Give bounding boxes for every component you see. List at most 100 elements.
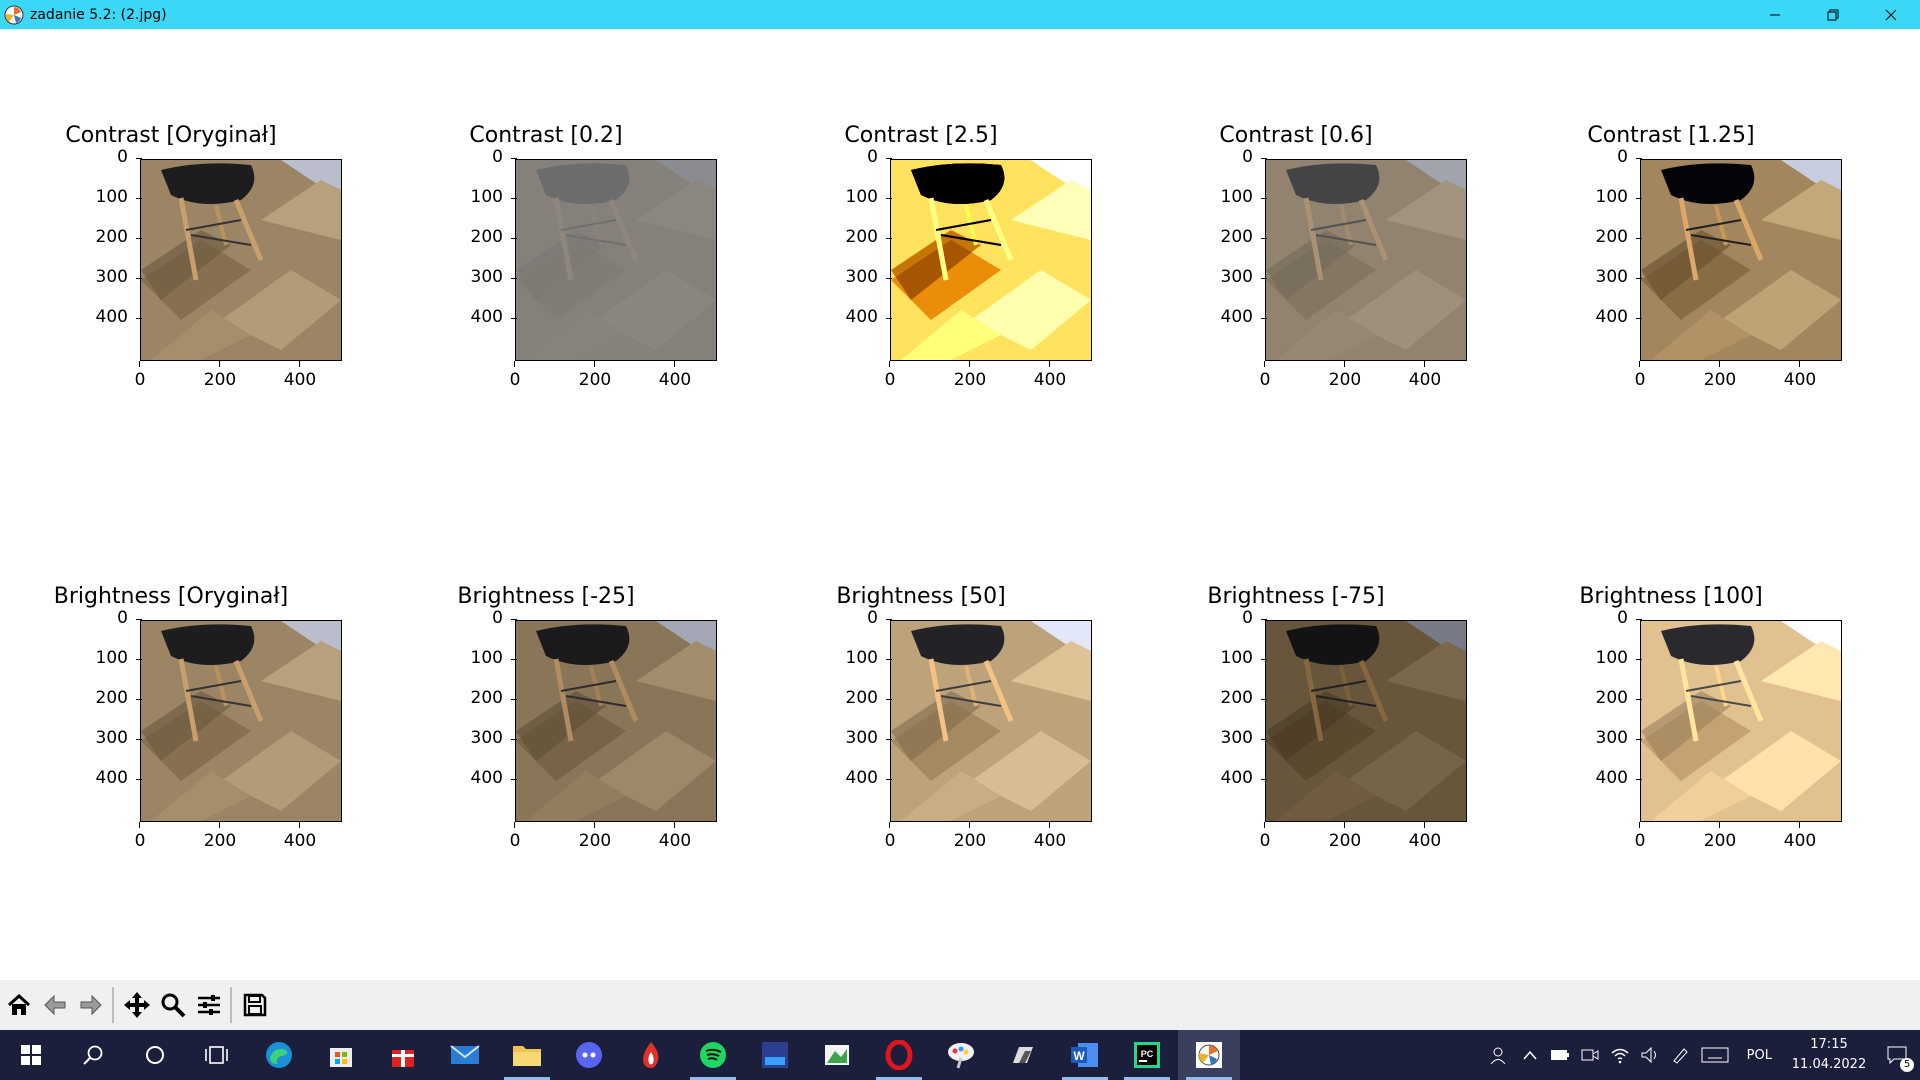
- network-button[interactable]: [1605, 1030, 1635, 1080]
- image-axes[interactable]: [1640, 620, 1842, 822]
- taskbar-app-gift[interactable]: [372, 1030, 434, 1080]
- matplotlib-window-icon: [1196, 1042, 1222, 1068]
- clock[interactable]: 17:15 11.04.2022: [1784, 1035, 1874, 1075]
- x-tick-label: 0: [485, 361, 545, 390]
- search-button[interactable]: [62, 1030, 124, 1080]
- taskbar-app-dark[interactable]: [992, 1030, 1054, 1080]
- app-flame-icon: [643, 1042, 659, 1068]
- svg-text:PC: PC: [1141, 1049, 1154, 1059]
- y-tick-label: 200: [1568, 688, 1642, 708]
- zoom-icon: [161, 993, 186, 1018]
- y-tick-label: 300: [1568, 728, 1642, 748]
- image-axes[interactable]: [515, 620, 717, 822]
- taskbar-app-opera[interactable]: [868, 1030, 930, 1080]
- x-tick-label: 200: [1690, 361, 1750, 390]
- y-tick-label: 0: [443, 608, 517, 628]
- y-tick-label: 300: [1568, 267, 1642, 287]
- taskbar-app-edge[interactable]: [248, 1030, 310, 1080]
- battery-button[interactable]: [1545, 1030, 1575, 1080]
- x-tick-label: 0: [1610, 822, 1670, 851]
- image-axes[interactable]: [515, 159, 717, 361]
- x-tick-label: 0: [110, 361, 170, 390]
- subplot-title: Contrast [2.5]: [844, 123, 998, 148]
- meet-now-button[interactable]: [1575, 1030, 1605, 1080]
- restore-icon: [1827, 9, 1839, 20]
- chair-floor-image: [1641, 160, 1841, 360]
- forward-button[interactable]: [74, 986, 108, 1024]
- x-tick-label: 0: [485, 822, 545, 851]
- image-axes[interactable]: [890, 620, 1092, 822]
- y-tick-label: 300: [1193, 728, 1267, 748]
- taskbar-app-store[interactable]: [310, 1030, 372, 1080]
- image-axes[interactable]: [1265, 620, 1467, 822]
- subplot-contrast-1: Contrast [0.2] 0 100 200 300 400 0 200 400: [375, 123, 735, 453]
- configure-subplots-button[interactable]: [192, 986, 226, 1024]
- y-tick-label: 400: [443, 768, 517, 788]
- subplot-brightness-1: Brightness [-25] 0 100 200 300 400 0 200 400: [375, 584, 735, 914]
- save-button[interactable]: [238, 986, 272, 1024]
- input-language[interactable]: POL: [1746, 1047, 1772, 1063]
- image-axes[interactable]: [890, 159, 1092, 361]
- y-tick-label: 200: [1193, 688, 1267, 708]
- close-button[interactable]: [1862, 0, 1920, 29]
- minimize-button[interactable]: [1746, 0, 1804, 29]
- touch-keyboard-button[interactable]: [1695, 1030, 1735, 1080]
- figure-canvas[interactable]: Contrast [Oryginał] 0 100 200 300 400 0 200 400 C…: [0, 29, 1920, 980]
- title-bar[interactable]: zadanie 5.2: (2.jpg): [0, 0, 1920, 29]
- taskbar-app-file-explorer[interactable]: [496, 1030, 558, 1080]
- zoom-button[interactable]: [156, 986, 190, 1024]
- x-tick-label: 200: [565, 361, 625, 390]
- start-button[interactable]: [0, 1030, 62, 1080]
- edge-icon: [266, 1042, 292, 1068]
- image-axes[interactable]: [1640, 159, 1842, 361]
- y-tick-label: 400: [68, 307, 142, 327]
- taskbar-app-mail[interactable]: [434, 1030, 496, 1080]
- x-tick-label: 200: [190, 361, 250, 390]
- chair-floor-image: [891, 621, 1091, 821]
- y-tick-label: 300: [443, 267, 517, 287]
- y-tick-label: 200: [443, 688, 517, 708]
- y-tick-label: 400: [818, 307, 892, 327]
- back-button[interactable]: [38, 986, 72, 1024]
- chair-floor-image: [1641, 621, 1841, 821]
- clock-date: 11.04.2022: [1791, 1057, 1867, 1072]
- show-hidden-icons-button[interactable]: [1515, 1030, 1545, 1080]
- cortana-button[interactable]: [124, 1030, 186, 1080]
- x-tick-label: 200: [940, 822, 1000, 851]
- y-tick-label: 200: [68, 688, 142, 708]
- subplot-brightness-4: Brightness [100] 0 100 200 300 400 0 200 400: [1500, 584, 1860, 914]
- image-axes[interactable]: [140, 620, 342, 822]
- task-view-button[interactable]: [186, 1030, 248, 1080]
- restore-button[interactable]: [1804, 0, 1862, 29]
- x-tick-label: 0: [860, 822, 920, 851]
- taskbar-app-devcx[interactable]: [744, 1030, 806, 1080]
- y-tick-label: 300: [818, 728, 892, 748]
- x-tick-label: 200: [190, 822, 250, 851]
- y-tick-label: 0: [1568, 147, 1642, 167]
- subplot-brightness-3: Brightness [-75] 0 100 200 300 400 0 200 400: [1125, 584, 1485, 914]
- x-tick-label: 400: [1020, 361, 1080, 390]
- volume-button[interactable]: [1635, 1030, 1665, 1080]
- taskbar-app-green[interactable]: [806, 1030, 868, 1080]
- taskbar-app-spotify[interactable]: [682, 1030, 744, 1080]
- taskbar-app-word[interactable]: W: [1054, 1030, 1116, 1080]
- store-icon: [330, 1048, 352, 1067]
- taskbar-app-flame[interactable]: [620, 1030, 682, 1080]
- y-tick-label: 100: [68, 648, 142, 668]
- taskbar-app-paint[interactable]: [930, 1030, 992, 1080]
- taskbar-app-pycharm[interactable]: PC: [1116, 1030, 1178, 1080]
- notification-center-button[interactable]: 5: [1874, 1030, 1920, 1080]
- image-axes[interactable]: [1265, 159, 1467, 361]
- keyboard-icon: [1701, 1047, 1729, 1063]
- taskbar-app-matplotlib-window[interactable]: [1178, 1030, 1240, 1080]
- people-button[interactable]: [1485, 1030, 1515, 1080]
- taskbar-app-discord[interactable]: [558, 1030, 620, 1080]
- image-axes[interactable]: [140, 159, 342, 361]
- home-button[interactable]: [2, 986, 36, 1024]
- save-icon: [243, 993, 267, 1017]
- volume-icon: [1641, 1046, 1656, 1064]
- app-paint-icon: [948, 1043, 974, 1069]
- pen-workspace-button[interactable]: [1665, 1030, 1695, 1080]
- pan-button[interactable]: [120, 986, 154, 1024]
- system-tray: POL 17:15 11.04.2022 5: [1485, 1030, 1920, 1080]
